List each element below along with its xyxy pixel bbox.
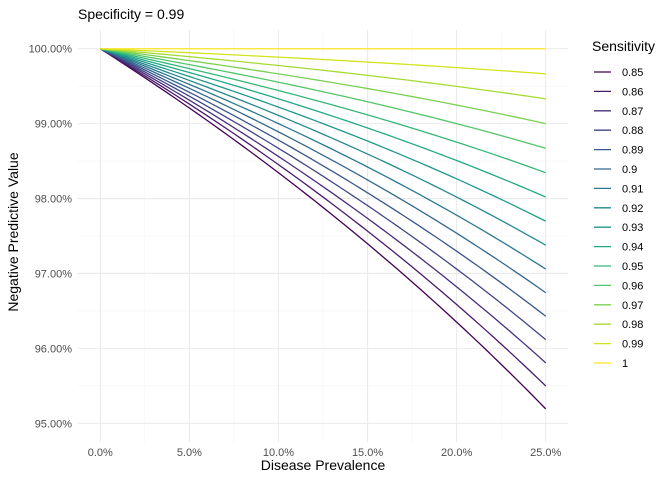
legend-label-0.99: 0.99 [622,339,643,351]
legend-title: Sensitivity [592,38,655,54]
series-line-0.99 [100,48,546,75]
series-line-0.96 [100,48,546,149]
legend-label-0.85: 0.85 [622,67,643,79]
series-line-0.93 [100,48,547,222]
series-line-0.94 [100,48,546,198]
x-tick-label: 25.0% [530,447,561,459]
series-line-0.86 [99,48,547,387]
legend-label-0.93: 0.93 [622,222,643,234]
series-line-0.95 [100,48,546,174]
legend-label-0.94: 0.94 [622,242,643,254]
series-line-0.9 [100,48,547,294]
series-line-0.87 [99,48,547,364]
series-line-0.89 [99,48,547,317]
legend-label-0.96: 0.96 [622,280,643,292]
legend-label-0.88: 0.88 [622,125,643,137]
tick-labels: 0.0% 5.0% 10.0% 15.0% 20.0% 25.0% 95.00% 96.00%… [29,44,562,459]
series-line-0.97 [100,48,546,125]
y-tick-label: 99.00% [35,119,73,131]
x-axis-title: Disease Prevalence [261,457,386,473]
y-tick-label: 98.00% [35,194,73,206]
series-line-0.88 [99,48,547,341]
y-tick-label: 96.00% [35,343,73,355]
y-tick-label: 97.00% [35,268,73,280]
x-tick-label: 5.0% [177,447,202,459]
y-axis-title: Negative Predictive Value [5,152,21,311]
legend-label-0.89: 0.89 [622,145,643,157]
x-tick-label: 15.0% [352,447,383,459]
legend-label-0.92: 0.92 [622,203,643,215]
x-tick-label: 10.0% [263,447,294,459]
x-tick-label: 20.0% [441,447,472,459]
legend-label-0.98: 0.98 [622,319,643,331]
legend-label-0.91: 0.91 [622,183,643,195]
legend-label-0.86: 0.86 [622,86,643,98]
y-tick-label: 100.00% [29,44,73,56]
x-tick-label: 0.0% [88,447,113,459]
chart-title: Specificity = 0.99 [78,6,184,22]
legend-label-1: 1 [622,358,628,370]
series-lines [99,48,547,410]
series-line-0.98 [100,48,546,100]
legend-label-0.9: 0.9 [622,164,637,176]
legend-label-0.87: 0.87 [622,106,643,118]
series-line-0.92 [100,48,547,246]
legend-label-0.95: 0.95 [622,261,643,273]
series-line-0.91 [100,48,547,270]
legend: Sensitivity 0.85 0.86 0.87 0.88 0.89 0.9 0.91 0… [592,38,655,370]
series-line-0.85 [99,48,547,410]
y-tick-label: 95.00% [35,418,73,430]
legend-label-0.97: 0.97 [622,300,643,312]
